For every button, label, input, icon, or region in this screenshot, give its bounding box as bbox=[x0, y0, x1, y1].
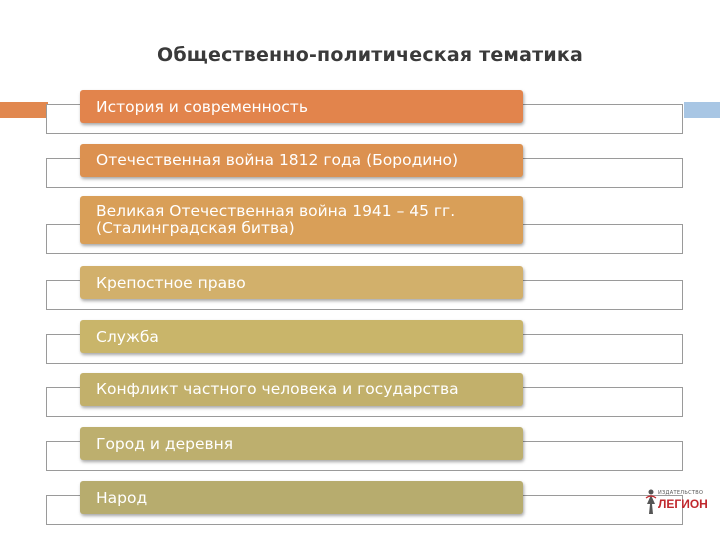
topic-row: Великая Отечественная война 1941 – 45 гг… bbox=[0, 196, 720, 254]
page-title: Общественно-политическая тематика bbox=[156, 44, 584, 66]
topic-label: Великая Отечественная война 1941 – 45 гг… bbox=[96, 202, 456, 237]
topic-label: Крепостное право bbox=[96, 273, 246, 292]
logo-wordmark: ЛЕГИОН bbox=[658, 497, 708, 511]
topic-row: Отечественная война 1812 года (Бородино) bbox=[0, 144, 720, 200]
publisher-logo: ИЗДАТЕЛЬСТВО ЛЕГИОН bbox=[644, 488, 710, 518]
topic-bar: Служба bbox=[80, 320, 523, 353]
topic-bar: История и современность bbox=[80, 90, 523, 123]
topic-label: История и современность bbox=[96, 97, 308, 116]
topic-row: Крепостное право bbox=[0, 266, 720, 322]
right-accent-strip bbox=[684, 102, 720, 118]
logo-caption: ИЗДАТЕЛЬСТВО bbox=[658, 490, 704, 496]
topic-bar: Конфликт частного человека и государства bbox=[80, 373, 523, 406]
left-accent-strip bbox=[0, 102, 48, 118]
topic-bar: Народ bbox=[80, 481, 523, 514]
topic-label: Отечественная война 1812 года (Бородино) bbox=[96, 151, 459, 169]
topic-row: Народ bbox=[0, 481, 720, 537]
topic-bar: Крепостное право bbox=[80, 266, 523, 299]
topic-bar: Город и деревня bbox=[80, 427, 523, 460]
topic-row: Служба bbox=[0, 320, 720, 376]
topic-label: Служба bbox=[96, 327, 159, 346]
topic-row: Город и деревня bbox=[0, 427, 720, 483]
topic-row: Конфликт частного человека и государства bbox=[0, 373, 720, 429]
topic-bar: Великая Отечественная война 1941 – 45 гг… bbox=[80, 196, 523, 244]
legion-logo-icon bbox=[645, 489, 657, 514]
topic-label: Город и деревня bbox=[96, 434, 234, 453]
topic-label: Народ bbox=[96, 488, 148, 507]
topic-label: Конфликт частного человека и государства bbox=[96, 380, 459, 398]
topic-row: История и современность bbox=[0, 90, 720, 146]
topic-bar: Отечественная война 1812 года (Бородино) bbox=[80, 144, 523, 177]
